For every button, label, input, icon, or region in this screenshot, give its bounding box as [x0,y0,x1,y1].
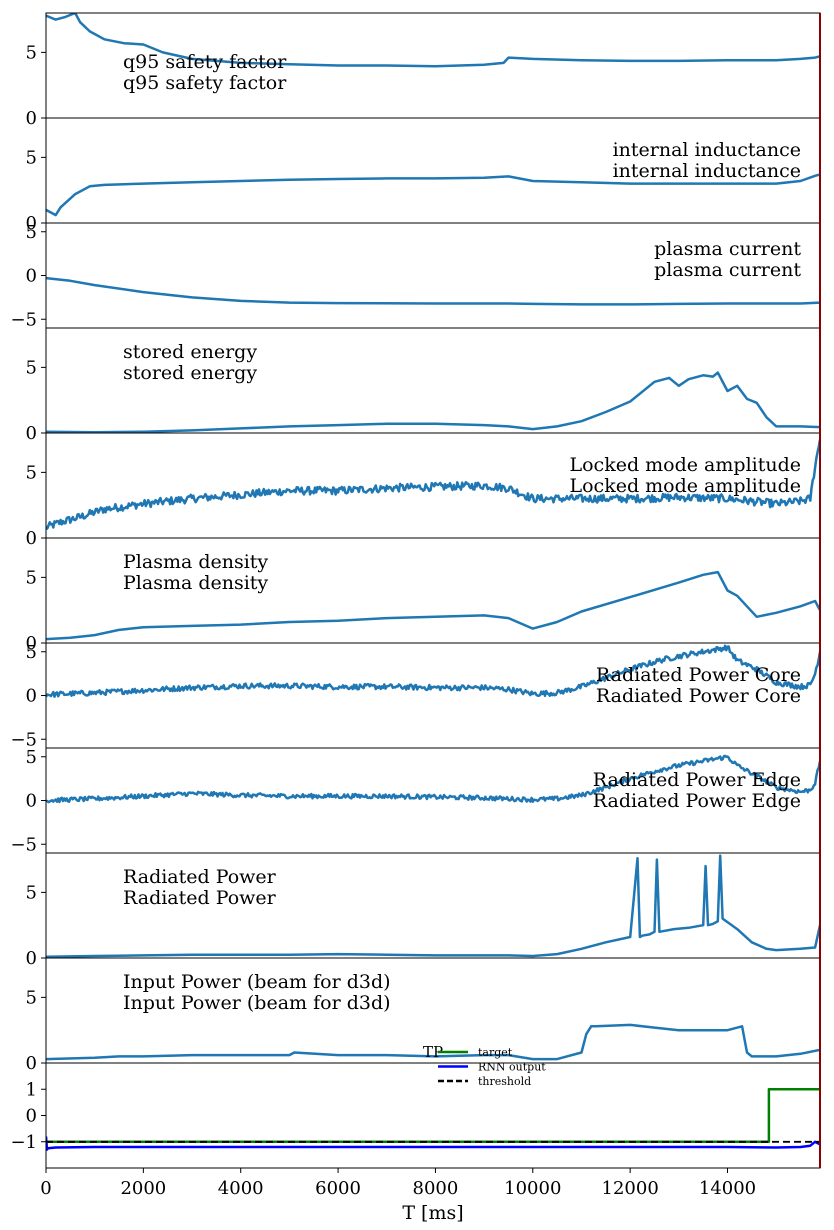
panel-frame [45,1062,821,1169]
panel-label: Input Power (beam for d3d) [123,971,391,993]
y-tick-label: 5 [26,147,37,168]
panel-label: Input Power (beam for d3d) [123,992,391,1014]
series-line-1 [46,276,820,306]
x-tick-label: 10000 [504,1178,561,1199]
y-tick-label: 5 [26,357,37,378]
legend-label: threshold [478,1075,531,1088]
y-tick-label: −1 [10,1132,37,1153]
y-tick-label: 5 [26,882,37,903]
panel-label: plasma current [654,238,801,260]
panel-label: Radiated Power Edge [593,790,801,812]
series-line-1 [46,13,820,68]
y-tick-label: 0 [26,213,37,234]
y-tick-label: 0 [26,633,37,654]
panel-label: Locked mode amplitude [570,475,802,497]
y-tick-label: 0 [26,528,37,549]
x-tick-label: 0 [40,1178,51,1199]
series-line-1 [46,570,820,641]
panel-label: internal inductance [613,139,801,161]
x-tick-label: 2000 [120,1178,166,1199]
panel-label: Radiated Power [123,887,277,909]
y-tick-label: 5 [26,747,37,768]
x-tick-label: 6000 [315,1178,361,1199]
series-line-1 [46,173,820,217]
series-line-1 [46,644,820,698]
legend-title: TP [423,1043,443,1061]
panel-label: internal inductance [613,160,801,182]
panel-label: Radiated Power [123,866,277,888]
y-tick-label: 5 [26,42,37,63]
y-tick-label: 5 [26,567,37,588]
shared-x-axis: 0 2000 4000 6000 8000 10000 12000 14000 T [ms] [40,1168,756,1224]
x-tick-label: 8000 [413,1178,459,1199]
y-tick-label: 0 [26,266,37,287]
panel-label: plasma current [654,259,801,281]
panel-label: Radiated Power Edge [593,769,801,791]
y-tick-label: 1 [26,1079,37,1100]
y-tick-label: 0 [26,108,37,129]
y-tick-label: −5 [10,309,37,330]
series-line-1 [46,371,820,433]
series-line-1 [46,1023,820,1061]
panel-label: Radiated Power Core [596,664,801,686]
y-tick-label: −5 [10,834,37,855]
panel-label: stored energy [123,341,257,363]
x-axis-title: T [ms] [402,1202,463,1224]
y-tick-label: 0 [26,423,37,444]
y-tick-label: 0 [26,791,37,812]
panel-label: q95 safety factor [123,72,287,94]
y-tick-label: 5 [26,642,37,663]
panel-label: Plasma density [123,572,268,594]
x-tick-label: 12000 [602,1178,659,1199]
y-tick-label: 0 [26,686,37,707]
series-line-1 [46,754,820,804]
y-tick-label: 0 [26,1106,37,1127]
y-tick-label: 5 [26,462,37,483]
series-line-1 [46,854,820,958]
y-tick-label: 5 [26,987,37,1008]
x-tick-label: 4000 [218,1178,264,1199]
panel-label: Locked mode amplitude [570,454,802,476]
y-tick-label: 0 [26,948,37,969]
legend-label: RNN output [478,1061,546,1074]
series-line-1 [46,439,820,530]
panel-label: Plasma density [123,551,268,573]
y-tick-label: −5 [10,729,37,750]
panel-label: stored energy [123,362,257,384]
panel-label: q95 safety factor [123,51,287,73]
series-line-target [46,1088,820,1144]
y-tick-label: 0 [26,1053,37,1074]
panel-label: Radiated Power Core [596,685,801,707]
y-tick-label: 5 [26,222,37,243]
legend-label: target [478,1046,513,1059]
series-line-rnn-output [46,1136,820,1151]
x-tick-label: 14000 [699,1178,756,1199]
